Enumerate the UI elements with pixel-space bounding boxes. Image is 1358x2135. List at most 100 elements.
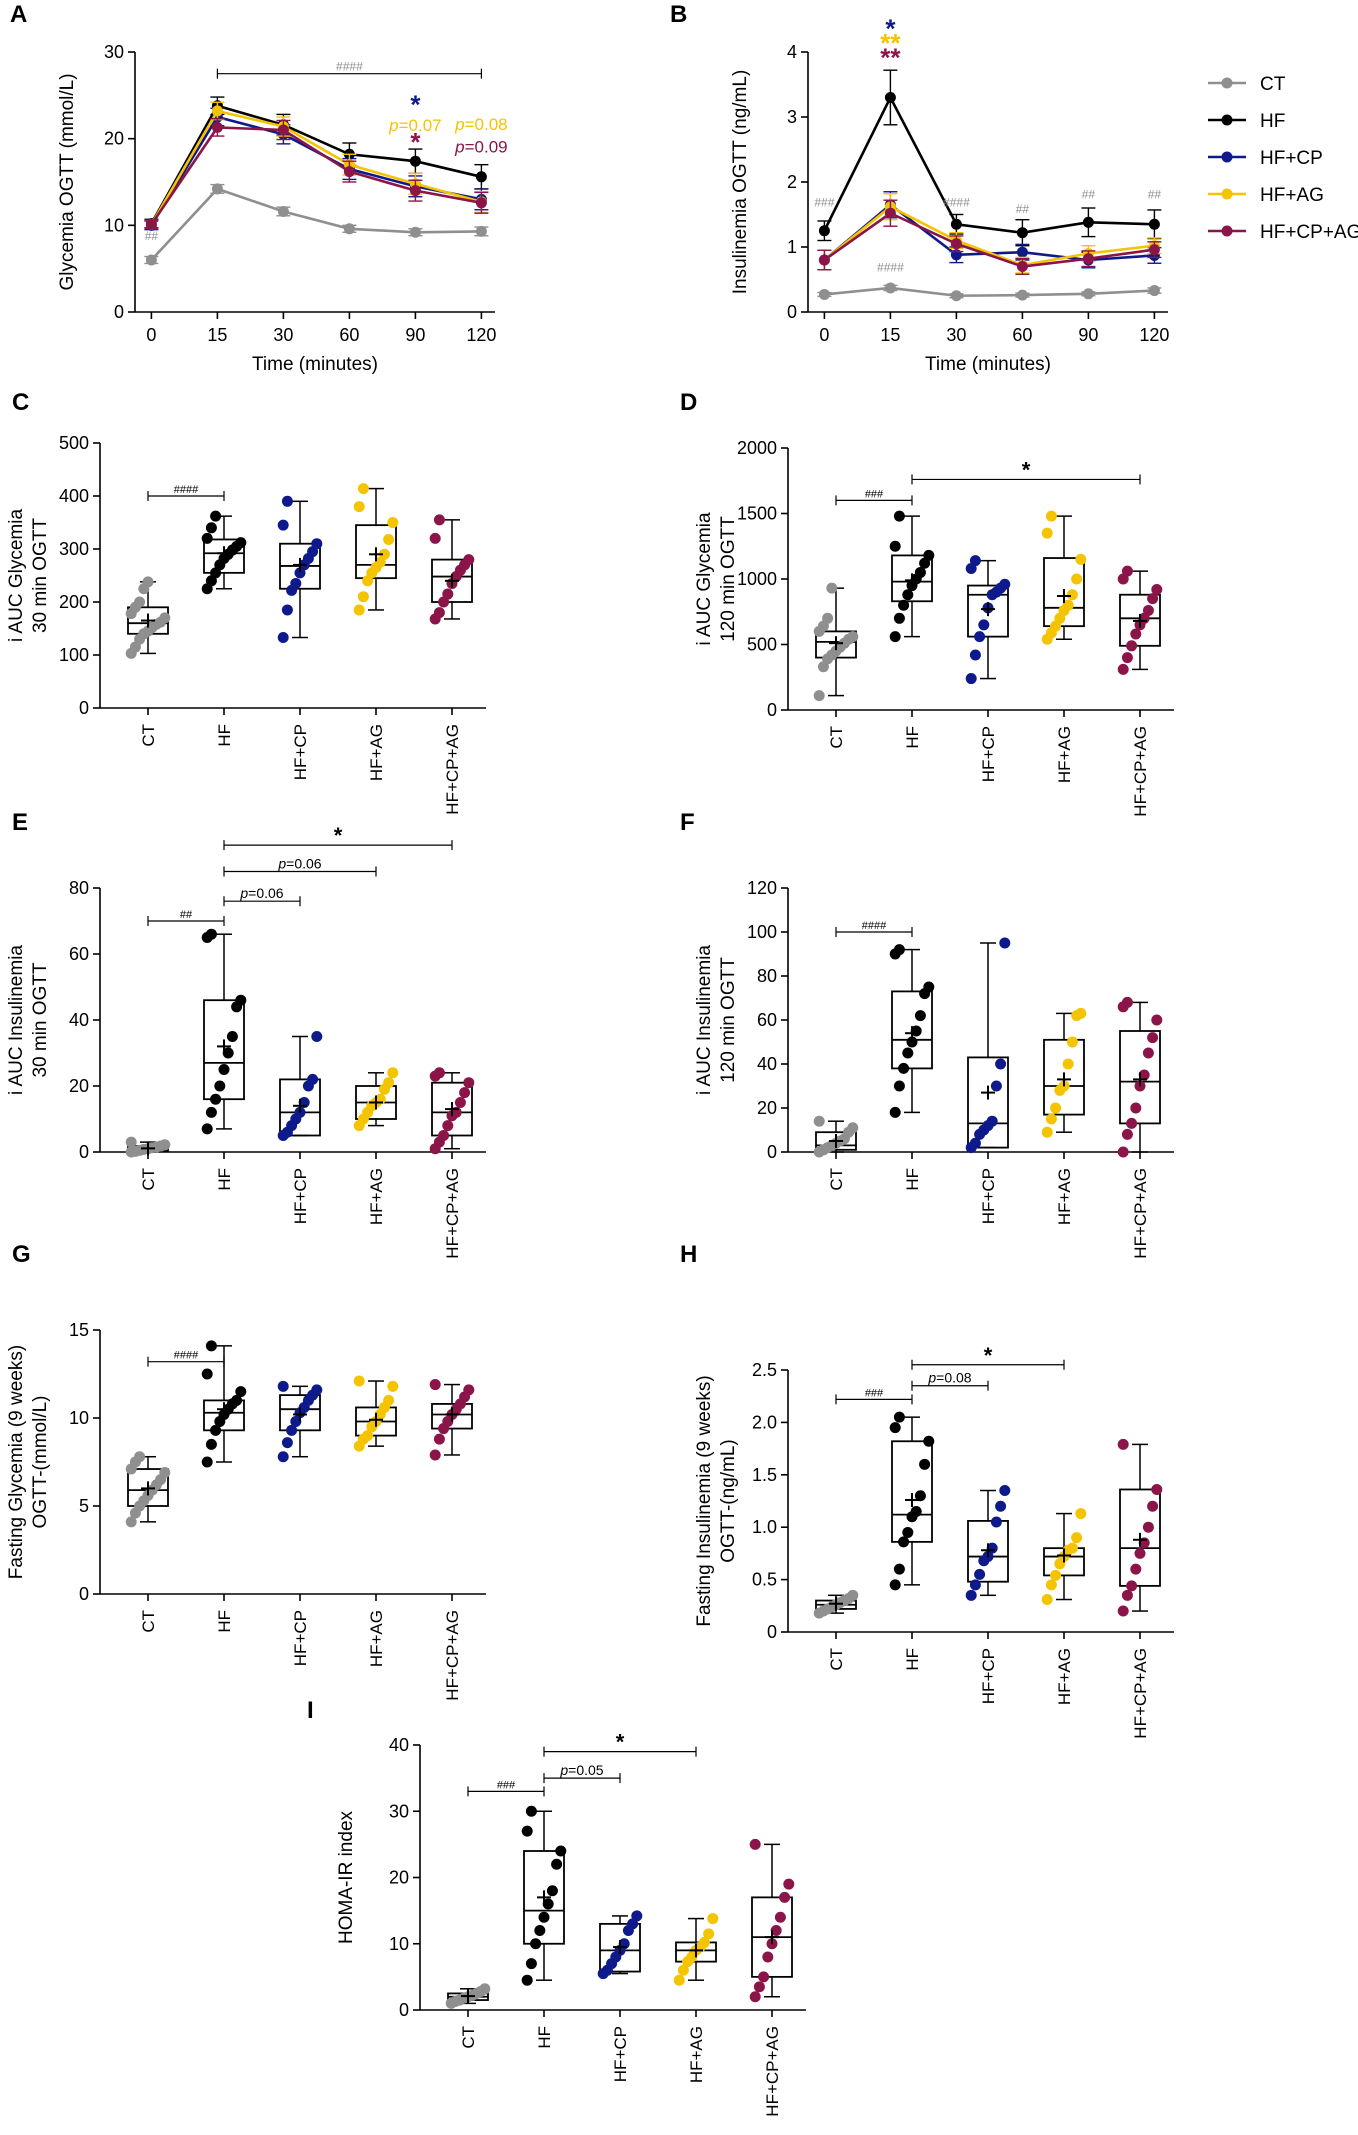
data-point (1151, 1014, 1163, 1026)
data-point (969, 1579, 981, 1591)
x-tick-label: HF+AG (367, 1610, 386, 1667)
data-point (965, 1589, 977, 1601)
data-point (1117, 1146, 1129, 1158)
box-HF+AG (1041, 510, 1087, 645)
series-line (823, 211, 1155, 268)
box-iqr (891, 1440, 933, 1543)
y-tick-label: 1500 (737, 504, 777, 524)
y-axis-label: 30 min OGTT (30, 962, 51, 1077)
x-tick-label: 60 (1012, 325, 1032, 345)
series-HF+CP+AG (144, 118, 489, 230)
box-iqr (891, 554, 933, 603)
y-tick-label: 40 (69, 1010, 89, 1030)
data-point (235, 994, 247, 1006)
data-point (1050, 1569, 1062, 1581)
panel-label: A (10, 1, 27, 28)
y-tick-label: 120 (747, 878, 777, 898)
data-point (542, 1898, 554, 1910)
series-HF+CP (817, 191, 1162, 271)
x-tick-label: 30 (946, 325, 966, 345)
data-point (950, 218, 962, 230)
data-point (770, 1925, 782, 1936)
significance-bracket: p=0.08 (911, 1370, 989, 1391)
data-point (1062, 599, 1074, 611)
data-point (479, 1983, 491, 1995)
y-tick-label: 0.5 (752, 1570, 777, 1590)
significance-label: #### (943, 196, 970, 210)
data-point (125, 1136, 137, 1148)
data-point (914, 1010, 926, 1022)
data-point (1075, 1007, 1087, 1019)
data-point (1075, 553, 1087, 565)
panel-label: E (12, 809, 28, 836)
data-point (134, 596, 146, 608)
box-HF+CP (277, 1031, 323, 1141)
box-iqr (1043, 1038, 1085, 1116)
data-point (1075, 1508, 1087, 1520)
data-point (1041, 1126, 1053, 1138)
x-tick-label: CT (827, 726, 846, 749)
data-point (950, 290, 962, 302)
y-tick-label: 100 (747, 922, 777, 942)
data-point (205, 928, 217, 940)
data-point (277, 205, 289, 217)
box-HF+CP+AG (429, 1067, 475, 1155)
box-CT (445, 1983, 491, 2009)
box-CT (813, 1589, 859, 1619)
box-iqr (523, 1850, 565, 1945)
data-point (433, 1433, 445, 1445)
x-tick-label: HF (215, 1610, 234, 1633)
y-tick-label: 200 (59, 592, 89, 612)
x-tick-label: 120 (1139, 325, 1169, 345)
data-point (1148, 218, 1160, 230)
box-CT (125, 1136, 171, 1158)
x-tick-label: CT (827, 1168, 846, 1191)
significance-label: #### (336, 60, 363, 74)
data-point (749, 1991, 761, 2003)
box-iqr (1043, 557, 1085, 628)
data-point (534, 1925, 546, 1936)
data-point (311, 1384, 323, 1396)
y-tick-label: 15 (69, 1320, 89, 1340)
data-point (889, 1106, 901, 1118)
data-point (525, 1958, 537, 1970)
x-tick-label: HF+CP+AG (1131, 726, 1150, 817)
data-point (969, 649, 981, 661)
panel-B: B 0 1 2 3 4 0 15 30 60 90 120 Time (minutes) Insuline… (670, 1, 1169, 375)
box-iqr (891, 990, 933, 1070)
significance-label: #### (862, 920, 887, 932)
significance-bracket: * (223, 823, 453, 851)
x-tick-label: HF+CP (979, 1648, 998, 1704)
legend-item: HF+CP+AG (1208, 222, 1358, 243)
data-point (1142, 1521, 1154, 1533)
data-point (1147, 1032, 1159, 1044)
box-CT (813, 1115, 859, 1158)
data-point (818, 254, 830, 266)
data-point (1148, 244, 1160, 256)
significance-label: ### (865, 1387, 884, 1399)
data-point (898, 1062, 910, 1074)
panel-G: G 0 5 10 15 Fasting Glycemia (9 weeks) OGTT-(m… (6, 1241, 486, 1701)
x-tick-label: HF+CP (611, 2026, 630, 2082)
y-tick-label: 1.5 (752, 1465, 777, 1485)
data-point (1045, 1113, 1057, 1125)
box-HF (889, 1411, 935, 1591)
series-line (150, 109, 482, 226)
data-point (211, 121, 223, 133)
data-point (1121, 565, 1133, 577)
data-point (749, 1838, 761, 1850)
box-HF+AG (353, 483, 399, 616)
box-HF+CP (965, 555, 1011, 685)
data-point (387, 1380, 399, 1392)
legend-label: HF+CP+AG (1260, 222, 1358, 243)
significance-label: ### (497, 1779, 516, 1791)
data-point (530, 1938, 542, 1950)
x-tick-label: HF+CP (979, 1168, 998, 1224)
data-point (459, 1087, 471, 1099)
data-point (902, 1047, 914, 1059)
data-point (210, 1424, 222, 1436)
x-tick-label: HF (903, 726, 922, 749)
data-point (1134, 1547, 1146, 1559)
data-point (357, 483, 369, 495)
